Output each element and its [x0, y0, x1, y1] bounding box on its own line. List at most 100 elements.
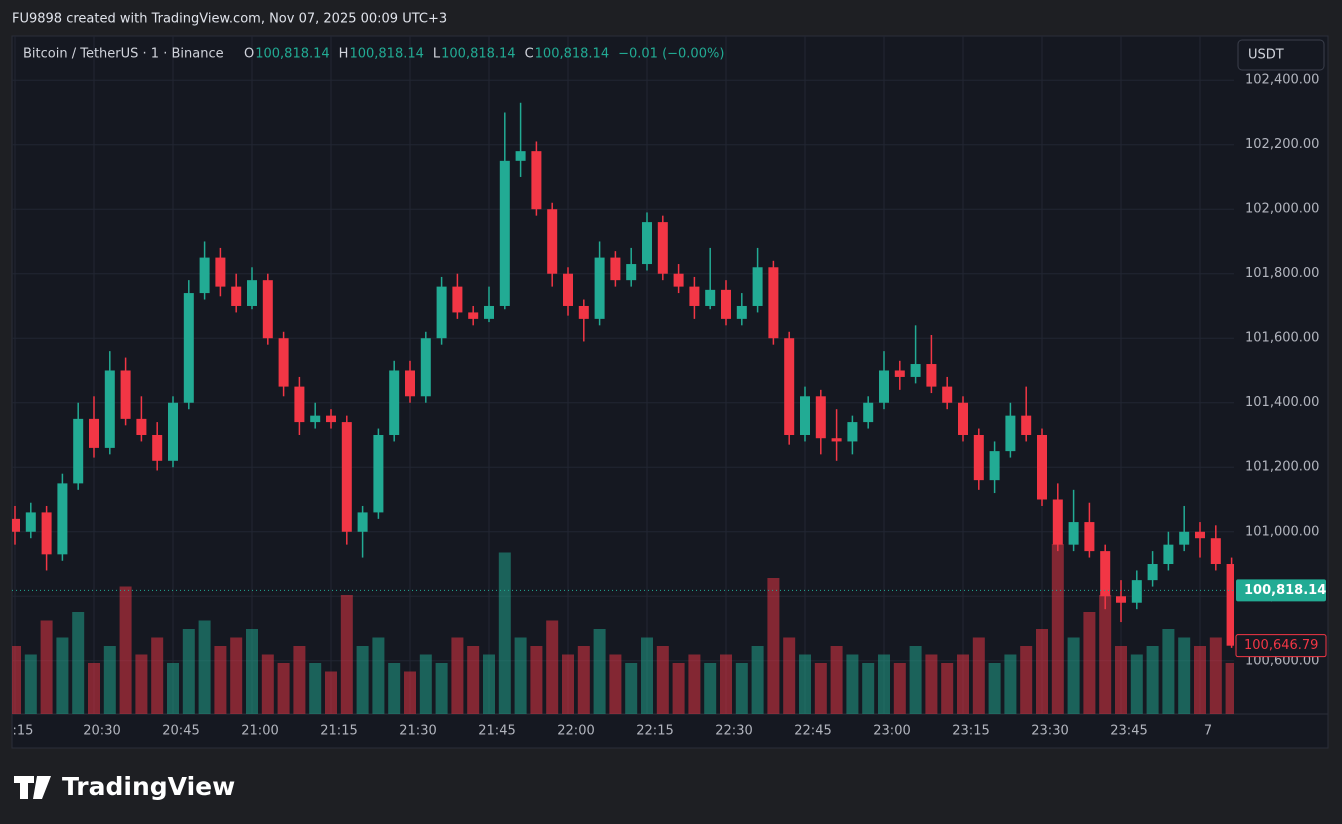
candle-body	[800, 396, 810, 435]
x-tick-label: 21:00	[241, 724, 278, 739]
volume-bar	[277, 663, 290, 714]
volume-pane	[12, 544, 1234, 714]
x-tick-label: :15	[13, 724, 34, 739]
volume-bar	[751, 646, 764, 714]
ohlc-value: 100,818.14	[349, 47, 423, 62]
volume-bar	[799, 654, 811, 714]
x-tick-label: 7	[1204, 724, 1212, 739]
candle-body	[752, 267, 763, 306]
volume-bar	[419, 654, 432, 714]
x-tick-label: 22:30	[715, 724, 752, 739]
candle-body	[973, 434, 984, 481]
symbol[interactable]: Bitcoin / TetherUS · 1 · Binance	[23, 47, 224, 62]
volume-bar	[483, 654, 495, 714]
ohlc-value: 100,818.14	[255, 47, 329, 62]
ohlc-value: 100,818.14	[441, 47, 515, 62]
volume-bar	[1194, 646, 1206, 714]
candle-body	[73, 418, 84, 484]
candle-body	[1226, 564, 1234, 646]
volume-bar	[688, 654, 701, 714]
candle-body	[310, 415, 321, 423]
candle-body	[942, 386, 953, 403]
candle-body	[1131, 580, 1142, 603]
candle-body	[262, 280, 273, 339]
candle-body	[1052, 499, 1063, 545]
y-tick-label: 101,400.00	[1245, 395, 1319, 410]
brand-name: TradingView	[62, 772, 235, 801]
candle-body	[152, 434, 163, 461]
x-tick-label: 20:45	[162, 724, 199, 739]
x-tick-label: 21:45	[478, 724, 515, 739]
candle-body	[468, 312, 479, 319]
volume-bar	[988, 663, 1001, 714]
candle-body	[578, 305, 589, 319]
candle-body	[705, 289, 716, 306]
currency-label[interactable]: USDT	[1248, 48, 1284, 63]
x-tick-label: 23:15	[952, 724, 989, 739]
x-tick-label: 21:30	[399, 724, 436, 739]
volume-bar	[625, 663, 638, 714]
volume-bar	[1162, 629, 1175, 714]
volume-bar	[893, 663, 906, 714]
volume-bar	[356, 646, 369, 714]
candle-body	[989, 451, 1000, 481]
x-tick-label: 23:00	[873, 724, 910, 739]
currency-button[interactable]	[1237, 39, 1325, 71]
volume-bar	[1004, 654, 1017, 714]
candle-body	[1084, 522, 1095, 552]
x-tick-label: 23:30	[1031, 724, 1068, 739]
candle-body	[420, 338, 431, 397]
volume-bar	[1083, 612, 1096, 714]
ohlc-label: L	[433, 47, 441, 62]
candle-body	[815, 396, 826, 439]
volume-bar	[514, 637, 527, 714]
y-tick-label: 102,000.00	[1245, 202, 1319, 217]
x-tick-label: 20:30	[83, 724, 120, 739]
volume-bar	[641, 637, 653, 714]
volume-bar	[1115, 646, 1127, 714]
volume-bar	[372, 637, 385, 714]
candle-body	[499, 160, 510, 306]
volume-bar	[435, 663, 448, 714]
volume-bar	[577, 646, 590, 714]
volume-bar	[167, 663, 179, 714]
volume-bar	[735, 663, 748, 714]
legend: Bitcoin / TetherUS · 1 · Binance O 100,81…	[23, 47, 724, 62]
x-tick-label: 22:15	[636, 724, 673, 739]
volume-bar	[293, 646, 306, 714]
candle-body	[784, 338, 795, 435]
candle-body	[1021, 415, 1032, 435]
volume-bar	[72, 612, 85, 714]
volume-bar	[704, 663, 717, 714]
volume-bar	[340, 595, 353, 714]
y-tick-label: 101,800.00	[1245, 266, 1319, 281]
y-tick-label: 101,600.00	[1245, 331, 1319, 346]
volume-bar	[972, 637, 985, 714]
volume-bar	[830, 646, 843, 714]
volume-bar	[261, 654, 274, 714]
candle-body	[247, 280, 257, 306]
candle-body	[1116, 596, 1126, 603]
candle-body	[25, 512, 36, 532]
candle-body	[1163, 544, 1174, 565]
price-tag-label: 100,818.14	[1244, 583, 1326, 598]
candle-body	[168, 402, 178, 461]
volume-bar	[451, 637, 464, 714]
ohlc-label: O	[244, 47, 254, 62]
time-axis: :15 20:30 20:45 21:00 21:15 21:30 21:45 22:00 22…	[13, 724, 1213, 739]
x-tick-label: 23:45	[1110, 724, 1147, 739]
candle-body	[1179, 531, 1190, 545]
candle-body	[215, 257, 226, 287]
ohlc-label: C	[525, 47, 534, 62]
price-axis: 100,600.00100,800.00101,000.00101,200.00…	[1245, 73, 1319, 669]
volume-bar	[182, 629, 195, 714]
y-tick-label: 102,400.00	[1245, 73, 1319, 88]
volume-bar	[909, 646, 922, 714]
candles	[12, 102, 1234, 648]
ohlc-value: 100,818.14	[535, 47, 609, 62]
candle-body	[389, 370, 400, 435]
close-tag	[1235, 634, 1327, 658]
candle-body	[910, 364, 921, 377]
volume-bar	[562, 654, 574, 714]
volume-bar	[325, 671, 337, 714]
